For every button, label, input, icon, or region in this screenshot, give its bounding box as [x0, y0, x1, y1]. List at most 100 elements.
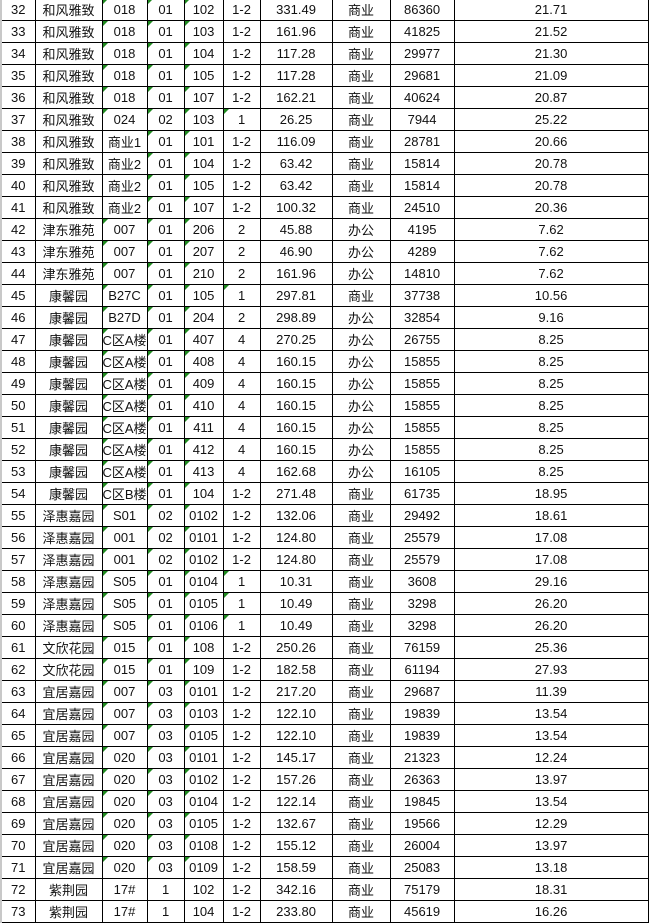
- cell-community[interactable]: 宜居嘉园: [34, 811, 103, 835]
- cell-amount[interactable]: 86360: [389, 0, 455, 21]
- cell-unit[interactable]: 01: [146, 459, 185, 483]
- cell-unit[interactable]: 01: [146, 613, 185, 637]
- cell-unit[interactable]: 01: [146, 415, 185, 439]
- cell-row-number[interactable]: 39: [2, 151, 36, 175]
- cell-floor[interactable]: 1: [222, 569, 261, 593]
- cell-unit-price[interactable]: 7.62: [453, 217, 649, 241]
- cell-room[interactable]: 104: [183, 481, 224, 505]
- cell-room[interactable]: 109: [183, 657, 224, 681]
- cell-unit-price[interactable]: 20.78: [453, 151, 649, 175]
- cell-amount[interactable]: 15814: [389, 151, 455, 175]
- cell-building[interactable]: 020: [101, 767, 148, 791]
- cell-building[interactable]: 018: [101, 19, 148, 43]
- cell-building[interactable]: 商业1: [101, 129, 148, 153]
- cell-unit-price[interactable]: 8.25: [453, 327, 649, 351]
- cell-area[interactable]: 117.28: [259, 41, 333, 65]
- cell-row-number[interactable]: 50: [2, 393, 36, 417]
- cell-unit[interactable]: 03: [146, 745, 185, 769]
- cell-building[interactable]: 020: [101, 833, 148, 857]
- cell-floor[interactable]: 2: [222, 217, 261, 241]
- cell-usage[interactable]: 办公: [331, 261, 391, 285]
- cell-row-number[interactable]: 47: [2, 327, 36, 351]
- cell-floor[interactable]: 1-2: [222, 723, 261, 747]
- cell-usage[interactable]: 办公: [331, 239, 391, 263]
- cell-usage[interactable]: 商业: [331, 591, 391, 615]
- cell-area[interactable]: 10.49: [259, 591, 333, 615]
- cell-usage[interactable]: 商业: [331, 569, 391, 593]
- cell-building[interactable]: 015: [101, 657, 148, 681]
- cell-unit-price[interactable]: 8.25: [453, 415, 649, 439]
- cell-row-number[interactable]: 35: [2, 63, 36, 87]
- cell-community[interactable]: 宜居嘉园: [34, 745, 103, 769]
- cell-unit-price[interactable]: 8.25: [453, 349, 649, 373]
- cell-unit[interactable]: 01: [146, 85, 185, 109]
- cell-building[interactable]: C区A楼: [101, 459, 148, 483]
- cell-amount[interactable]: 29687: [389, 679, 455, 703]
- cell-room[interactable]: 0102: [183, 503, 224, 527]
- cell-unit-price[interactable]: 17.08: [453, 547, 649, 571]
- cell-row-number[interactable]: 54: [2, 481, 36, 505]
- cell-community[interactable]: 宜居嘉园: [34, 723, 103, 747]
- cell-room[interactable]: 105: [183, 173, 224, 197]
- cell-unit-price[interactable]: 9.16: [453, 305, 649, 329]
- cell-room[interactable]: 0104: [183, 789, 224, 813]
- cell-unit-price[interactable]: 13.54: [453, 701, 649, 725]
- cell-unit-price[interactable]: 21.09: [453, 63, 649, 87]
- cell-row-number[interactable]: 60: [2, 613, 36, 637]
- cell-unit-price[interactable]: 20.36: [453, 195, 649, 219]
- cell-amount[interactable]: 3608: [389, 569, 455, 593]
- cell-floor[interactable]: 1-2: [222, 877, 261, 901]
- cell-area[interactable]: 233.80: [259, 899, 333, 923]
- cell-floor[interactable]: 4: [222, 415, 261, 439]
- cell-community[interactable]: 宜居嘉园: [34, 767, 103, 791]
- cell-unit-price[interactable]: 7.62: [453, 261, 649, 285]
- cell-room[interactable]: 0102: [183, 767, 224, 791]
- cell-room[interactable]: 104: [183, 151, 224, 175]
- cell-unit[interactable]: 01: [146, 283, 185, 307]
- cell-unit[interactable]: 1: [146, 899, 185, 923]
- cell-amount[interactable]: 76159: [389, 635, 455, 659]
- cell-building[interactable]: 001: [101, 525, 148, 549]
- cell-row-number[interactable]: 70: [2, 833, 36, 857]
- cell-area[interactable]: 63.42: [259, 173, 333, 197]
- cell-unit[interactable]: 01: [146, 63, 185, 87]
- cell-floor[interactable]: 4: [222, 393, 261, 417]
- cell-unit-price[interactable]: 27.93: [453, 657, 649, 681]
- cell-area[interactable]: 10.49: [259, 613, 333, 637]
- cell-unit-price[interactable]: 8.25: [453, 459, 649, 483]
- cell-building[interactable]: 商业2: [101, 151, 148, 175]
- cell-building[interactable]: 024: [101, 107, 148, 131]
- cell-community[interactable]: 宜居嘉园: [34, 679, 103, 703]
- cell-community[interactable]: 康馨园: [34, 371, 103, 395]
- cell-unit[interactable]: 01: [146, 173, 185, 197]
- cell-amount[interactable]: 15855: [389, 371, 455, 395]
- cell-room[interactable]: 411: [183, 415, 224, 439]
- cell-usage[interactable]: 商业: [331, 41, 391, 65]
- cell-unit[interactable]: 01: [146, 261, 185, 285]
- cell-row-number[interactable]: 52: [2, 437, 36, 461]
- cell-floor[interactable]: 1-2: [222, 195, 261, 219]
- cell-building[interactable]: 018: [101, 41, 148, 65]
- cell-amount[interactable]: 3298: [389, 591, 455, 615]
- cell-community[interactable]: 津东雅苑: [34, 217, 103, 241]
- cell-room[interactable]: 102: [183, 0, 224, 21]
- cell-unit[interactable]: 01: [146, 569, 185, 593]
- cell-community[interactable]: 康馨园: [34, 349, 103, 373]
- cell-community[interactable]: 和风雅致: [34, 173, 103, 197]
- cell-community[interactable]: 紫荆园: [34, 899, 103, 923]
- cell-floor[interactable]: 1-2: [222, 481, 261, 505]
- cell-community[interactable]: 泽惠嘉园: [34, 503, 103, 527]
- cell-area[interactable]: 182.58: [259, 657, 333, 681]
- cell-usage[interactable]: 商业: [331, 173, 391, 197]
- cell-amount[interactable]: 26363: [389, 767, 455, 791]
- cell-building[interactable]: S01: [101, 503, 148, 527]
- cell-floor[interactable]: 1-2: [222, 547, 261, 571]
- cell-unit-price[interactable]: 8.25: [453, 371, 649, 395]
- cell-unit[interactable]: 03: [146, 789, 185, 813]
- cell-unit[interactable]: 01: [146, 41, 185, 65]
- cell-room[interactable]: 103: [183, 107, 224, 131]
- cell-area[interactable]: 45.88: [259, 217, 333, 241]
- cell-unit[interactable]: 01: [146, 481, 185, 505]
- cell-unit[interactable]: 1: [146, 877, 185, 901]
- cell-amount[interactable]: 16105: [389, 459, 455, 483]
